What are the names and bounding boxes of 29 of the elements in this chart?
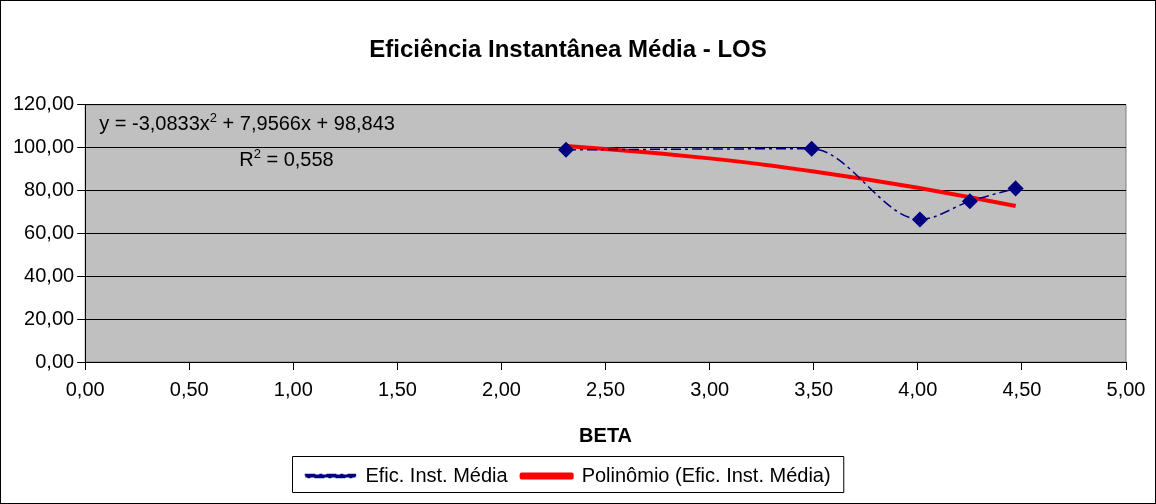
x-tick-label: 2,50 (586, 377, 626, 400)
y-tick-label: 60,00 (24, 220, 75, 243)
x-tick-label: 1,50 (377, 377, 417, 400)
y-tick-label: 0,00 (35, 349, 75, 372)
x-tick-label: 4,50 (1002, 377, 1042, 400)
legend-label: Efic. Inst. Média (365, 463, 509, 486)
y-tick-label: 120,00 (13, 92, 75, 115)
annotation: y = -3,0833x$^{2}$ + 7,9566x + 98,843 (99, 109, 395, 134)
legend-label: Polinômio (Efic. Inst. Média) (581, 463, 831, 486)
x-tick-label: 0,50 (169, 377, 209, 400)
point (558, 142, 574, 158)
point (912, 211, 928, 228)
annotation: R$^{2}$ = 0,558 (239, 145, 334, 170)
x-tick-label: 5,00 (1106, 377, 1146, 400)
y-tick-label: 80,00 (24, 178, 75, 201)
point (962, 193, 978, 209)
x-tick-label: 3,00 (690, 377, 730, 400)
y-tick-label: 40,00 (24, 263, 75, 286)
x-tick-label: 4,00 (898, 377, 938, 400)
x-tick-label: 2,00 (482, 377, 521, 400)
x-tick-label: 3,50 (794, 377, 834, 400)
point (1007, 180, 1024, 197)
y-tick-label: 20,00 (24, 306, 75, 329)
chart-title: Eficiência Instantânea Média - LOS (369, 35, 767, 63)
y-tick-label: 100,00 (13, 135, 75, 158)
point (803, 140, 820, 157)
x-tick-label: 0,00 (65, 377, 105, 400)
x-axis-title: BETA (579, 423, 633, 446)
x-tick-label: 1,00 (273, 377, 313, 400)
